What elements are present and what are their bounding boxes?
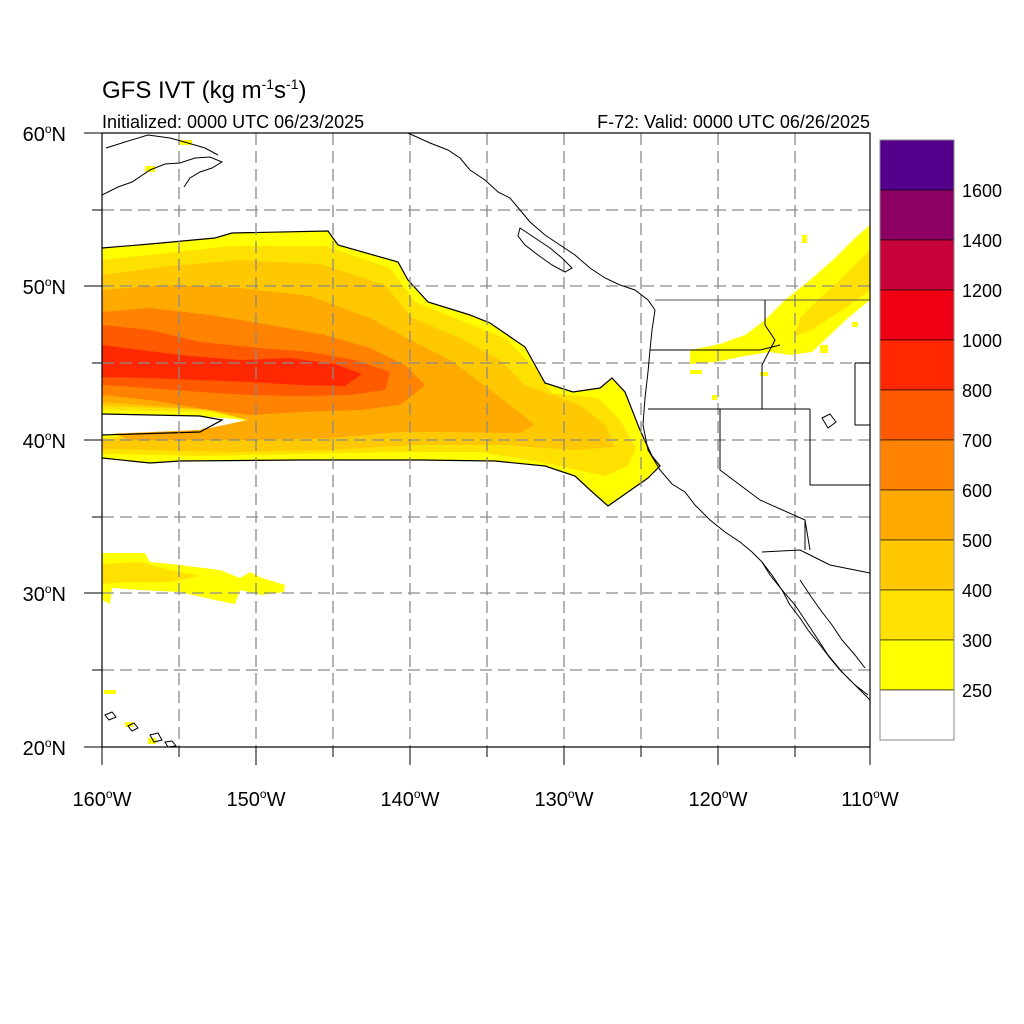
colorbar-frame [879,139,955,741]
ivt-250-inland [690,225,870,364]
lat-label: 40oN [23,429,66,453]
canada-coastline [407,133,656,311]
mexico-border [761,549,870,574]
colorbar-level-label: 500 [962,531,992,551]
colorbar-swatch [879,389,955,441]
ivt-250-speck [712,395,717,400]
lon-label: 160oW [73,787,132,811]
colorbar-level-label: 1600 [962,181,1002,201]
map-area [102,133,870,747]
hawaii-islands [104,711,177,747]
alaska-coastline [102,134,224,196]
colorbar: 1600 1400 1200 1000 800 700 600 500 400 300 250 [879,139,1002,741]
lon-label: 130oW [535,787,594,811]
ivt-250-speck [125,722,133,727]
colorbar-level-label: 1000 [962,331,1002,351]
lon-label: 110oW [841,787,899,811]
subtropical-moisture-band [102,553,285,604]
colorbar-swatch [879,189,955,241]
lon-label: 120oW [689,787,748,811]
map-title: GFS IVT (kg m-1s-1) [102,76,306,104]
longitude-labels: 160oW 150oW 140oW 130oW 120oW 110oW [73,787,899,811]
ivt-250-speck [148,738,156,744]
ivt-250-speck [145,166,155,172]
colorbar-level-label: 300 [962,631,992,651]
ivt-250-speck [690,370,702,374]
colorbar-swatch [879,689,955,741]
lon-label: 140oW [381,787,440,811]
colorbar-swatch [879,639,955,691]
baja-peninsula [761,561,870,701]
lon-label: 150oW [227,787,286,811]
washington-oregon-border [650,344,781,351]
lat-label: 20oN [23,736,66,760]
ivt-250-speck [852,322,858,327]
colorbar-level-label: 800 [962,381,992,401]
colorbar-level-label: 700 [962,431,992,451]
colorbar-swatch [879,589,955,641]
dry-notch [102,414,222,434]
colorbar-swatch [879,239,955,291]
lat-label: 30oN [23,582,66,606]
vancouver-island [517,227,573,273]
ivt-250-speck [760,372,768,376]
gridlines [102,133,870,747]
lat-label: 60oN [23,122,66,146]
inland-moisture-plume [690,225,870,400]
colorbar-level-label: 1400 [962,231,1002,251]
ivt-300-inland [795,250,870,336]
colorbar-swatch [879,439,955,491]
colorbar-swatch [879,539,955,591]
coastlines [102,133,870,747]
ivt-250-speck [802,235,807,243]
lat-label: 50oN [23,275,66,299]
colorbar-level-label: 400 [962,581,992,601]
wyoming-border [854,362,870,426]
latitude-labels: 60oN 50oN 40oN 30oN 20oN [23,122,66,760]
idaho-border [761,300,776,409]
colorbar-level-label: 600 [962,481,992,501]
utah-border [809,409,870,486]
colorbar-level-label: 1200 [962,281,1002,301]
init-time-label: Initialized: 0000 UTC 06/23/2025 [102,112,364,132]
ivt-250-speck [104,690,116,694]
colorbar-swatch [879,489,955,541]
ivt-250-speck [820,345,828,353]
us-west-coastline [642,309,869,696]
colorbar-swatch [879,339,955,391]
atmospheric-river-plume [102,230,661,507]
ivt-800-fill [102,345,362,386]
valid-time-label: F-72: Valid: 0000 UTC 06/26/2025 [597,112,870,132]
colorbar-swatch [879,289,955,341]
colorbar-swatch [879,139,955,191]
nevada-border [719,409,811,551]
axis-ticks [84,132,871,765]
great-salt-lake [821,413,837,429]
colorbar-level-label: 250 [962,681,992,701]
ivt-250-contour [102,230,661,507]
ivt-300-south-core [102,562,200,584]
